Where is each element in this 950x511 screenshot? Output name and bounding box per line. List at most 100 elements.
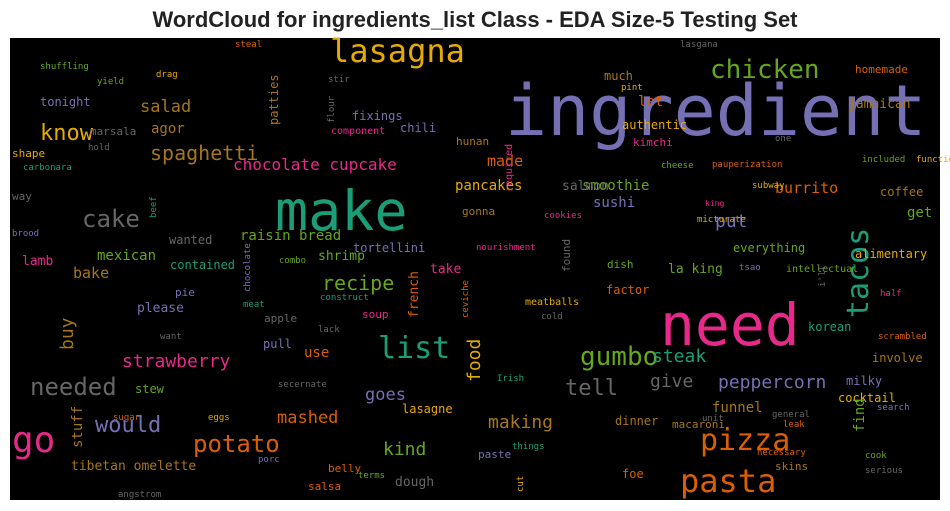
word: potato [193, 430, 280, 458]
word: spaghetti [150, 141, 258, 165]
word: everything [733, 241, 805, 255]
word: raisin bread [240, 228, 341, 244]
word: porc [258, 455, 280, 465]
word: agor [151, 121, 185, 137]
word: smoothie [582, 178, 649, 194]
word: skins [775, 460, 808, 473]
word: leak [783, 420, 805, 430]
word: food [464, 339, 485, 382]
word: cut [516, 476, 526, 492]
word: angstrom [118, 490, 161, 500]
word: korean [808, 320, 851, 334]
word: search [877, 403, 910, 413]
word: king [705, 199, 724, 208]
word: hunan [456, 135, 489, 148]
word: foe [622, 467, 644, 481]
word: half [880, 289, 902, 299]
word: cold [541, 312, 563, 322]
word: beef [149, 196, 159, 218]
word: wanted [169, 233, 212, 247]
word: general [772, 410, 810, 420]
word: included [862, 155, 905, 165]
word: chocolate [243, 243, 253, 292]
word: jamaican [848, 97, 911, 112]
word: goes [365, 385, 406, 405]
word: tacos [841, 228, 876, 318]
word: pauperization [712, 160, 782, 170]
word: gonna [462, 205, 495, 218]
word: Irish [497, 374, 524, 384]
word: chicken [710, 55, 820, 85]
word: required [504, 144, 515, 192]
word: necessary [757, 448, 806, 458]
word: flour [327, 95, 337, 123]
word: pint [621, 83, 643, 93]
word: lack [318, 325, 340, 335]
word: need [660, 291, 800, 359]
word: meat [243, 300, 265, 310]
word: peppercorn [718, 372, 826, 393]
word: kind [383, 439, 426, 460]
word: yield [97, 77, 124, 87]
word: secernate [278, 380, 327, 390]
word: homemade [855, 63, 908, 76]
word: stir [328, 75, 350, 85]
word: stuff [70, 406, 86, 448]
word: burrito [775, 179, 838, 197]
word: patties [267, 74, 281, 125]
word: la king [668, 262, 723, 277]
word: dish [607, 258, 634, 271]
word: recipe [322, 271, 394, 295]
word: paste [478, 448, 511, 461]
word: know [40, 121, 94, 146]
word: buy [57, 317, 78, 350]
word: go [12, 420, 55, 461]
word: steak [652, 346, 706, 367]
word: making [488, 412, 553, 433]
word: pull [263, 337, 292, 351]
word: tortellini [353, 241, 425, 255]
word: stew [135, 382, 165, 396]
word: tibetan omelette [71, 459, 196, 474]
word: authentic [622, 118, 687, 132]
word: i'll [818, 265, 828, 287]
word: bake [73, 264, 109, 282]
word: chocolate cupcake [233, 155, 397, 174]
word: carbonara [23, 163, 72, 173]
word: brood [12, 229, 39, 239]
word: tsao [739, 263, 761, 273]
word: tell [565, 376, 618, 401]
word-cloud: ingredient make need lasagna chicken tacos piz… [12, 32, 950, 500]
word: eggs [208, 413, 230, 423]
word: cheese [661, 161, 694, 171]
word: shuffling [40, 62, 89, 72]
word: shrimp [318, 249, 365, 264]
word: funnel [712, 400, 763, 416]
word: ceviche [461, 280, 471, 318]
word: take [430, 262, 461, 277]
word: use [304, 345, 329, 361]
word: needed [30, 373, 117, 401]
word: mashed [277, 408, 338, 428]
word: contained [170, 258, 235, 272]
word: pizza [700, 423, 790, 458]
word: steal [235, 40, 262, 50]
word: combo [279, 256, 306, 266]
word: give [650, 371, 693, 392]
word: subway [752, 181, 785, 191]
word: drag [156, 70, 178, 80]
word: mexican [97, 248, 156, 264]
word: much [604, 69, 633, 83]
word: lasagna [330, 32, 465, 70]
word: one [775, 134, 791, 144]
word: want [160, 332, 182, 342]
word: hold [88, 143, 110, 153]
word: cocktail [838, 391, 896, 405]
word: pie [175, 286, 195, 299]
word: chili [400, 121, 436, 135]
word: made [487, 152, 523, 170]
word: involve [872, 351, 923, 365]
word: kimchi [633, 136, 673, 149]
word: sushi [593, 195, 635, 211]
